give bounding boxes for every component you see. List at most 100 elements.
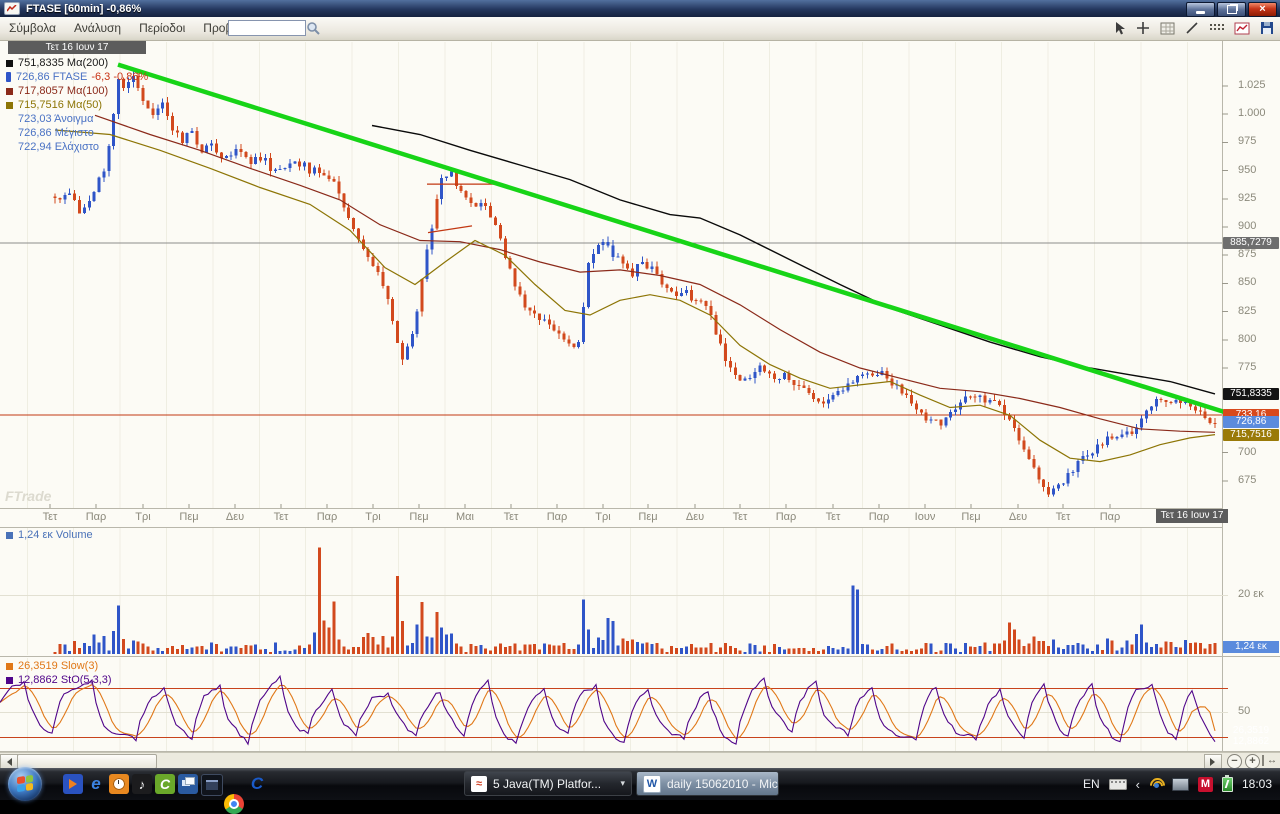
volume-current-badge: 1,24 εκ [1223, 641, 1279, 653]
trendline-tool-icon[interactable] [1185, 21, 1199, 35]
pointer-tool-icon[interactable] [1113, 21, 1126, 35]
remote-desktop-icon[interactable] [178, 774, 198, 794]
x-axis-label: Τρι [135, 511, 151, 523]
chrome-icon[interactable] [224, 794, 244, 814]
internet-explorer-icon[interactable]: e [91, 774, 101, 793]
task-button-java[interactable]: ≈5 Java(TM) Platfor... ▾ [464, 771, 632, 796]
x-axis-label: Ιουν [914, 511, 936, 523]
pattern-tool-icon[interactable] [1209, 22, 1224, 34]
legend-label: 715,7516 Μα(50) [18, 99, 103, 111]
close-button[interactable]: × [1248, 2, 1277, 17]
window-title: FTASE [60min] -0,86% [26, 2, 142, 15]
legend-change: -6,3 -0,86% [91, 71, 149, 83]
legend-row: 726,86 Μέγιστο [6, 126, 148, 140]
stoch-sto-legend: 12,8862 StO(5,3,3) [6, 674, 112, 686]
x-axis-label: Τετ [825, 511, 841, 523]
search-icon[interactable] [306, 21, 321, 36]
language-indicator[interactable]: EN [1082, 777, 1100, 791]
restore-button[interactable] [1217, 2, 1246, 17]
chevron-left-icon[interactable]: ‹ [1135, 776, 1140, 792]
legend-label: 726,86 FTASE [16, 71, 88, 83]
y-axis-tick: 825 [1238, 305, 1257, 317]
legend-row: 722,94 Ελάχιστο [6, 140, 148, 154]
symbol-search-input[interactable] [228, 20, 306, 36]
x-axis-label: Πεμ [638, 511, 658, 523]
scroll-right-button[interactable] [1204, 754, 1222, 769]
x-axis-label: Δευ [225, 511, 245, 523]
system-tray: EN ‹ M 18:03 [1083, 768, 1272, 800]
x-axis-current-date-badge: Τετ 16 Ιουν 17 [1156, 509, 1228, 523]
x-axis-label: Πεμ [961, 511, 981, 523]
antivirus-icon[interactable]: M [1197, 776, 1213, 792]
music-icon[interactable]: ♪ [132, 774, 152, 794]
x-axis-label: Τετ [732, 511, 748, 523]
price-legend: 751,8335 Μα(200) 726,86 FTASE -6,3 -0,86% 7… [6, 56, 148, 154]
monitor-icon[interactable] [1171, 777, 1189, 791]
green-app-icon[interactable]: C [155, 774, 175, 794]
windows-flag-icon [17, 774, 33, 793]
grid-tool-icon[interactable] [1160, 22, 1175, 35]
task-button-label: 5 Java(TM) Platfor... [493, 776, 602, 791]
legend-swatch [6, 59, 13, 67]
x-axis-label: Τετ [503, 511, 519, 523]
price-badge: 751,8335 [1223, 388, 1279, 400]
x-axis-label: Τρι [365, 511, 381, 523]
minimize-button[interactable] [1186, 2, 1215, 17]
y-axis-tick: 900 [1238, 220, 1257, 232]
clock-icon[interactable] [109, 774, 129, 794]
y-axis-tick: 925 [1238, 192, 1257, 204]
x-axis-label: Παρ [775, 511, 797, 523]
menu-item-Περίοδοι[interactable]: Περίοδοι [139, 21, 186, 35]
media-player-icon[interactable] [63, 774, 83, 794]
console-icon[interactable] [201, 774, 223, 796]
scrollbar-thumb[interactable] [17, 754, 157, 769]
stoch-mid-tick: 50 [1238, 705, 1251, 717]
stoch-slow-legend: 26,3519 Slow(3) [6, 660, 98, 672]
legend-label: 723,03 Άνοιγμα [18, 113, 94, 125]
fit-width-icon[interactable]: ↔ [1262, 755, 1280, 766]
crosshair-date-tooltip: Τετ 16 Ιουν 17 [8, 41, 146, 54]
legend-swatch [6, 101, 13, 109]
save-icon[interactable] [1260, 21, 1274, 35]
keyboard-icon[interactable] [1108, 778, 1127, 790]
chevron-down-icon: ▾ [620, 778, 625, 788]
legend-row: 715,7516 Μα(50) [6, 98, 148, 112]
horizontal-scrollbar[interactable]: − + ↔ [0, 752, 1280, 769]
x-axis-label: Πεμ [179, 511, 199, 523]
legend-row: 723,03 Άνοιγμα [6, 112, 148, 126]
titlebar[interactable]: FTASE [60min] -0,86% × [0, 0, 1280, 17]
crosshair-tool-icon[interactable] [1136, 21, 1150, 35]
y-axis-tick: 800 [1238, 333, 1257, 345]
legend-swatch [6, 130, 13, 137]
volume-legend: 1,24 εκ Volume [6, 529, 93, 541]
x-axis-label: Δευ [1008, 511, 1028, 523]
start-button[interactable] [8, 767, 42, 801]
legend-swatch [6, 116, 13, 123]
y-axis-tick: 675 [1238, 474, 1257, 486]
menu-item-Ανάλυση[interactable]: Ανάλυση [74, 21, 122, 35]
scroll-left-button[interactable] [0, 754, 18, 769]
zoom-in-icon[interactable]: + [1245, 754, 1260, 769]
x-axis-label: Παρ [868, 511, 890, 523]
app-icon [4, 2, 20, 15]
y-axis-tick: 700 [1238, 446, 1257, 458]
y-axis-tick: 1.025 [1238, 79, 1266, 91]
signal-icon[interactable] [1146, 774, 1169, 797]
chart-canvas[interactable] [0, 40, 1280, 752]
zoom-out-icon[interactable]: − [1227, 754, 1242, 769]
y-axis-tick: 950 [1238, 164, 1257, 176]
y-axis-tick: 975 [1238, 135, 1257, 147]
clock[interactable]: 18:03 [1241, 777, 1272, 791]
menu-item-Σύμβολα[interactable]: Σύμβολα [9, 21, 56, 35]
legend-label: 722,94 Ελάχιστο [18, 141, 100, 153]
price-badge: 726,86 [1223, 416, 1279, 428]
swoosh-icon[interactable]: C [250, 774, 264, 793]
y-axis-tick: 1.000 [1238, 107, 1266, 119]
menubar: ΣύμβολαΑνάλυσηΠερίοδοιΠροβολή [0, 17, 1280, 41]
x-axis-label: Πεμ [409, 511, 429, 523]
chart-type-icon[interactable] [1234, 22, 1250, 35]
battery-icon[interactable] [1221, 774, 1233, 792]
